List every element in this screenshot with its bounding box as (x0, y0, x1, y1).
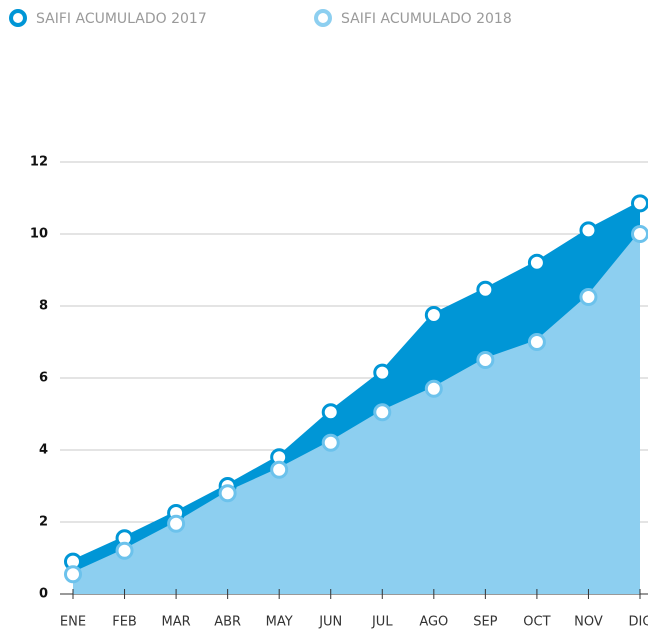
marker (527, 333, 546, 351)
x-tick-label: DIC (629, 615, 648, 630)
marker (373, 403, 392, 422)
y-tick-label: 12 (30, 155, 48, 170)
marker (115, 541, 134, 560)
x-tick-label: ABR (214, 615, 241, 630)
legend-label: SAIFI ACUMULADO 2018 (341, 11, 512, 27)
x-tick-label: FEB (112, 615, 137, 630)
x-tick-label: ENE (60, 615, 86, 630)
marker (579, 221, 598, 240)
marker (64, 565, 82, 584)
marker (579, 288, 598, 306)
x-tick-label: NOV (574, 615, 603, 630)
marker (631, 225, 648, 243)
x-tick-label: JUN (318, 615, 342, 630)
legend-marker (314, 9, 332, 27)
x-tick-label: MAY (266, 615, 293, 630)
x-tick-label: SEP (473, 615, 497, 630)
y-tick-label: 6 (39, 371, 48, 386)
x-tick-label: AGO (419, 615, 448, 630)
y-tick-label: 0 (39, 587, 48, 602)
marker (321, 403, 340, 422)
y-tick-label: 8 (39, 299, 48, 314)
marker (167, 514, 186, 533)
y-tick-label: 10 (30, 227, 48, 242)
x-tick-label: OCT (523, 615, 550, 630)
y-tick-label: 2 (39, 515, 48, 530)
marker (527, 253, 546, 272)
legend-marker (9, 9, 27, 27)
line (72, 232, 642, 577)
marker (476, 280, 495, 299)
marker (218, 484, 237, 503)
area (73, 234, 640, 594)
marker (631, 194, 648, 213)
marker (321, 433, 340, 452)
x-tick-label: MAR (162, 615, 191, 630)
marker (476, 351, 495, 369)
marker (270, 460, 289, 479)
marker (424, 379, 443, 398)
y-tick-label: 4 (39, 443, 48, 458)
x-tick-label: JUL (371, 615, 393, 630)
legend-label: SAIFI ACUMULADO 2017 (36, 11, 207, 27)
marker (373, 363, 392, 382)
line (72, 201, 641, 564)
marker (424, 306, 443, 324)
